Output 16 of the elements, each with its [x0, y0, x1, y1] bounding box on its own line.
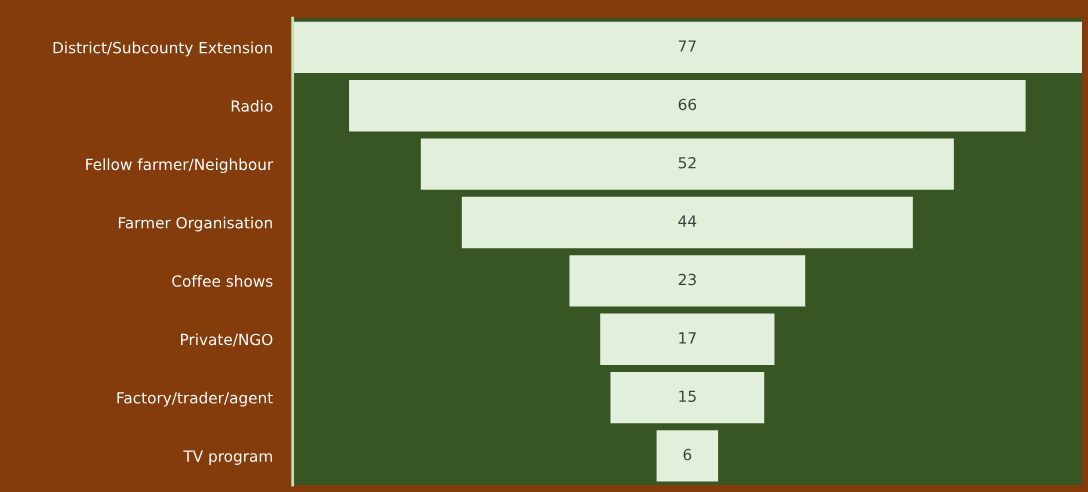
data-label: 23 — [678, 273, 696, 286]
category-label: TV program — [183, 450, 272, 465]
category-label: Radio — [231, 99, 273, 112]
category-label: District/Subcounty Extension — [53, 41, 272, 57]
category-label: Farmer Organisation — [118, 216, 272, 232]
category-label: Private/NGO — [181, 333, 273, 347]
data-label: 17 — [679, 332, 696, 344]
data-label: 77 — [678, 40, 696, 52]
data-label: 44 — [678, 215, 697, 227]
category-label: Fellow farmer/Neighbour — [86, 158, 274, 174]
data-label: 66 — [678, 98, 697, 111]
category-label: Factory/trader/agent — [117, 391, 273, 407]
category-label: Coffee shows — [172, 275, 273, 287]
data-label: 15 — [679, 390, 696, 402]
data-label: 52 — [678, 156, 696, 169]
data-label: 6 — [683, 448, 692, 461]
